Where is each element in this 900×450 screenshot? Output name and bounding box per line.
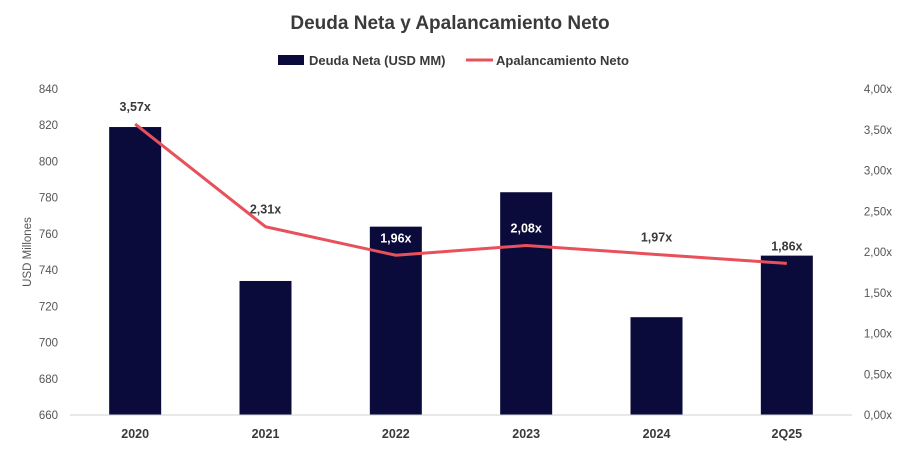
y-axis-label: USD Millones [22,217,34,287]
y2-tick-label: 4,00x [864,84,892,96]
y-tick-label: 840 [39,84,58,96]
y-tick-label: 700 [39,338,58,350]
y-tick-label: 820 [39,120,58,132]
data-label: 1,97x [641,230,672,244]
data-label: 3,57x [120,100,151,114]
x-tick-label: 2024 [643,427,671,441]
line-series [134,122,787,265]
y-tick-label: 780 [39,193,58,205]
bar [239,280,292,415]
bar [630,317,683,415]
y2-tick-label: 2,00x [864,247,892,259]
x-tick-label: 2021 [252,427,280,441]
y2-tick-label: 0,00x [864,410,892,422]
data-label: 1,96x [380,231,411,245]
legend: Deuda Neta (USD MM) Apalancamiento Neto [278,53,629,68]
x-tick-label: 2Q25 [772,427,803,441]
y2-tick-label: 2,50x [864,206,892,218]
bar [500,192,553,415]
y-tick-label: 740 [39,265,58,277]
x-tick-label: 2023 [512,427,540,441]
bar [109,127,162,416]
bar [369,226,422,415]
x-axis-ticks: 2020 2021 2022 2023 2024 2Q25 [121,427,802,441]
y2-tick-label: 1,50x [864,288,892,300]
y-tick-label: 800 [39,156,58,168]
data-label: 1,86x [771,239,802,253]
data-label: 2,31x [250,203,281,217]
chart-title: Deuda Neta y Apalancamiento Neto [290,13,609,34]
y2-tick-label: 3,00x [864,166,892,178]
legend-label-line: Apalancamiento Neto [496,53,629,68]
y2-axis-ticks: 4,00x 3,50x 3,00x 2,50x 2,00x 1,50x 1,00x 0,50x… [864,84,892,422]
y2-tick-label: 0,50x [864,369,892,381]
y-tick-label: 720 [39,301,58,313]
data-labels: 3,57x 2,31x 1,96x 2,08x 1,97x 1,86x [120,100,803,253]
y-axis-ticks: 840 820 800 780 760 740 720 700 680 660 [39,84,58,422]
legend-swatch-bar [278,55,304,65]
y-tick-label: 680 [39,374,58,386]
x-tick-label: 2020 [121,427,149,441]
y-tick-label: 760 [39,229,58,241]
data-label: 2,08x [511,221,542,235]
y-tick-label: 660 [39,410,58,422]
y2-tick-label: 3,50x [864,125,892,137]
legend-label-bar: Deuda Neta (USD MM) [309,53,446,68]
y2-tick-label: 1,00x [864,329,892,341]
bar-series [109,127,813,416]
line-path [134,122,787,265]
bar [760,255,813,415]
x-tick-label: 2022 [382,427,410,441]
